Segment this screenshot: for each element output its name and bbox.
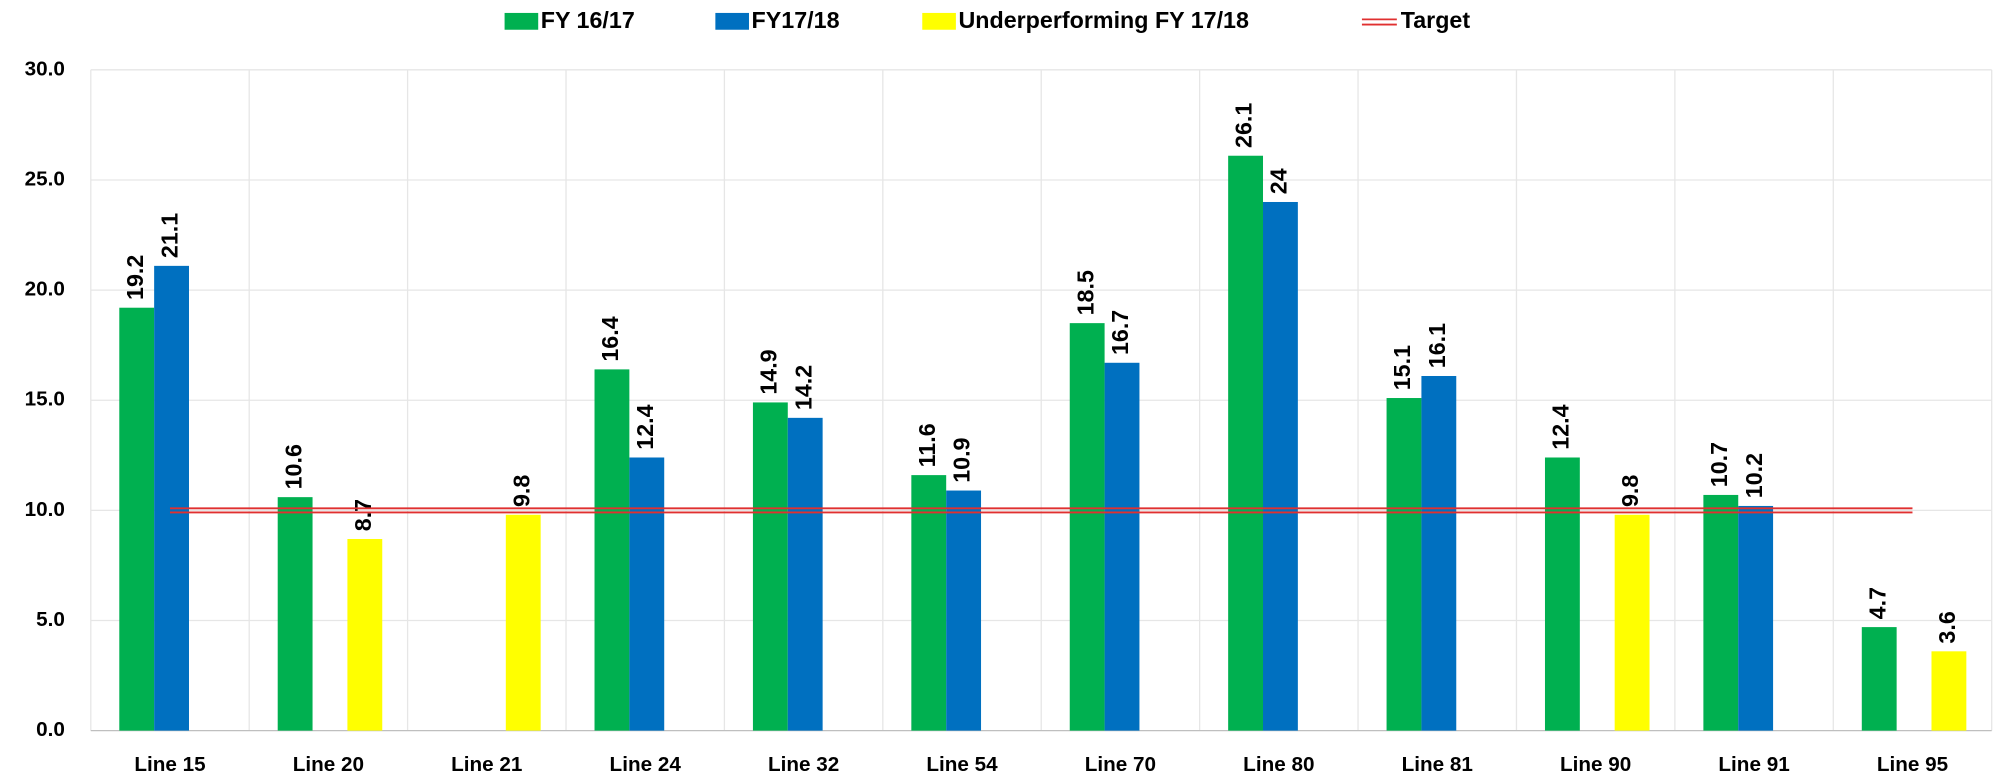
legend-swatch <box>504 12 539 30</box>
x-tick-label: Line 54 <box>926 753 998 772</box>
value-label: 19.2 <box>122 255 148 300</box>
value-label: 16.7 <box>1107 310 1133 355</box>
value-label: 10.6 <box>280 444 306 489</box>
y-tick-label: 0.0 <box>36 718 65 741</box>
bar <box>752 402 788 731</box>
x-tick-label: Line 20 <box>293 753 364 772</box>
x-tick-label: Line 24 <box>610 753 682 772</box>
value-label: 10.9 <box>949 437 975 482</box>
x-tick-label: Line 21 <box>451 753 522 772</box>
bar <box>594 369 630 731</box>
bar <box>1738 505 1774 731</box>
bar <box>1228 155 1264 731</box>
y-tick-label: 20.0 <box>25 278 65 301</box>
value-label: 3.6 <box>1934 611 1960 643</box>
value-label: 10.7 <box>1706 442 1732 487</box>
value-label: 16.1 <box>1424 323 1450 368</box>
legend-label: FY 16/17 <box>541 7 635 33</box>
value-label: 4.7 <box>1864 587 1890 619</box>
value-label: 10.2 <box>1741 453 1767 498</box>
value-label: 12.4 <box>632 404 658 449</box>
y-tick-label: 30.0 <box>25 57 65 80</box>
value-label: 15.1 <box>1389 345 1415 390</box>
value-label: 26.1 <box>1231 103 1257 148</box>
x-tick-label: Line 70 <box>1085 753 1156 772</box>
legend-swatch <box>922 12 956 30</box>
value-label: 21.1 <box>157 213 183 258</box>
value-label: 8.7 <box>350 499 376 531</box>
bar <box>1104 362 1140 731</box>
value-label: 24 <box>1266 168 1292 194</box>
legend-label: Target <box>1401 7 1471 33</box>
value-label: 16.4 <box>597 316 623 361</box>
value-label: 9.8 <box>1617 475 1643 507</box>
x-tick-label: Line 32 <box>768 753 839 772</box>
value-label: 12.4 <box>1548 404 1574 449</box>
bar <box>1931 651 1967 731</box>
bar <box>911 475 947 731</box>
bar <box>1614 514 1650 731</box>
bar <box>946 490 982 731</box>
bar <box>505 514 541 731</box>
bar <box>277 497 313 731</box>
x-tick-label: Line 81 <box>1402 753 1473 772</box>
x-tick-label: Line 95 <box>1877 753 1948 772</box>
y-tick-label: 25.0 <box>25 167 65 190</box>
value-label: 14.2 <box>790 365 816 410</box>
bar <box>787 417 823 731</box>
bar <box>347 538 383 731</box>
value-label: 14.9 <box>755 349 781 394</box>
y-tick-label: 15.0 <box>25 388 65 411</box>
legend-swatch <box>715 12 749 30</box>
bar <box>629 457 665 731</box>
bar <box>1421 375 1457 731</box>
legend-label: Underperforming FY 17/18 <box>958 7 1249 33</box>
bar <box>119 307 155 731</box>
bar <box>1263 201 1298 731</box>
bar <box>1703 494 1739 731</box>
y-tick-label: 5.0 <box>36 608 65 631</box>
value-label: 9.8 <box>508 475 534 507</box>
bar <box>1386 398 1422 731</box>
x-tick-label: Line 91 <box>1718 753 1789 772</box>
bar <box>1861 627 1897 731</box>
value-label: 18.5 <box>1072 270 1098 315</box>
bar <box>1544 457 1580 731</box>
bar <box>154 265 189 731</box>
legend-label: FY17/18 <box>752 7 840 33</box>
x-tick-label: Line 90 <box>1560 753 1631 772</box>
x-tick-label: Line 15 <box>134 753 205 772</box>
value-label: 11.6 <box>914 423 940 467</box>
y-tick-label: 10.0 <box>25 498 65 521</box>
bar <box>1069 323 1105 731</box>
x-tick-label: Line 80 <box>1243 753 1314 772</box>
